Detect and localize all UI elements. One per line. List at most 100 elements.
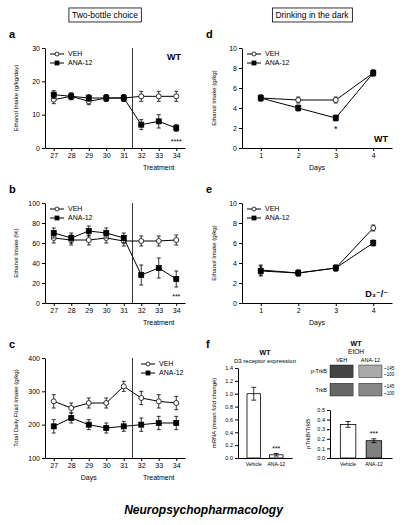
plot-area <box>258 70 376 121</box>
data-point <box>121 96 126 101</box>
tick: 30 <box>103 148 111 159</box>
tick-mark <box>327 420 330 421</box>
error-bar <box>174 125 178 132</box>
error-bar <box>69 403 73 413</box>
tick-mark <box>239 303 242 304</box>
error-bar <box>174 235 178 245</box>
tick: 60 <box>32 240 45 247</box>
legend-marker <box>146 371 150 375</box>
error-bar <box>122 421 126 431</box>
tick: 2 <box>297 148 301 159</box>
tick-mark <box>124 303 125 306</box>
error-bar <box>334 97 338 103</box>
tick: 28 <box>68 148 76 159</box>
tick: 27 <box>50 458 58 469</box>
tick-mark <box>373 303 374 306</box>
data-point <box>86 96 91 101</box>
tick-mark <box>176 458 177 461</box>
data-point <box>258 269 263 274</box>
tick: 0.0 <box>225 455 238 461</box>
tick-label: 32 <box>138 307 146 314</box>
legend-marker <box>252 61 256 65</box>
tick-label: 27 <box>50 462 58 469</box>
tick: 31 <box>120 458 128 469</box>
tick-label: 20 <box>32 280 40 287</box>
data-point <box>86 422 91 427</box>
y-axis-title: Ethanol Intake (%) <box>13 228 19 277</box>
error-bar <box>104 423 108 433</box>
tick: 10 <box>32 111 45 118</box>
tick-mark <box>42 303 45 304</box>
panel: 2728293031323334020406080100Ethanol Inta… <box>9 183 186 326</box>
data-point <box>296 98 301 103</box>
annotation: Treatment <box>143 474 175 481</box>
tick: 29 <box>85 148 93 159</box>
tick: 4 <box>372 148 376 159</box>
tick-mark <box>89 148 90 151</box>
plot-area <box>247 387 283 458</box>
tick: 4 <box>233 105 242 112</box>
tick: 0.5 <box>317 407 330 413</box>
tick-label: 3 <box>334 307 338 314</box>
tick-label: 30 <box>103 307 111 314</box>
error-bar <box>69 93 73 100</box>
tick-label: 1.0 <box>225 391 233 397</box>
tick-mark <box>42 81 45 82</box>
tick: 0.2 <box>225 442 238 448</box>
tick-label: 2 <box>233 280 237 287</box>
axis-y: 0.00.10.20.30.40.5 <box>317 407 330 461</box>
data-point <box>69 94 74 99</box>
error-bar <box>371 225 375 231</box>
tick: Vehicle <box>246 461 262 467</box>
data-point <box>156 239 161 244</box>
axis-line <box>242 204 243 304</box>
error-bar <box>87 95 91 102</box>
tick: 8 <box>233 65 242 72</box>
bar <box>247 394 261 458</box>
data-point <box>139 94 144 99</box>
data-point <box>121 384 126 389</box>
tick: 10 <box>229 200 242 207</box>
tick-label: 100 <box>28 455 40 462</box>
data-point <box>139 239 144 244</box>
panel: 12340246810Ethanol Intake (g/kg)DaysVEHA… <box>206 183 393 327</box>
y-axis-title: mRNA (mean fold change) <box>211 378 217 449</box>
tick-mark <box>42 358 45 359</box>
error-bar <box>87 420 91 430</box>
tick-mark <box>54 458 55 461</box>
tick-mark <box>42 283 45 284</box>
error-bar <box>174 271 178 287</box>
tick: 6 <box>233 240 242 247</box>
legend-marker <box>55 61 59 65</box>
blot-band <box>359 365 382 378</box>
tick-label: 30 <box>103 462 111 469</box>
tick-label: Vehicle <box>340 461 356 467</box>
bar <box>366 441 382 458</box>
tick-mark <box>327 439 330 440</box>
tick-label: 0.2 <box>225 442 233 448</box>
tick-label: 60 <box>32 240 40 247</box>
error-bar <box>251 387 256 400</box>
tick: 2 <box>233 125 242 132</box>
tick-label: 33 <box>155 462 163 469</box>
tick-label: 0.3 <box>317 426 325 432</box>
tick-label: 27 <box>50 152 58 159</box>
y-axis-title: Ethanol Intake (g/kg/day) <box>13 65 19 132</box>
legend-label: ANA-12 <box>159 369 184 376</box>
tick-mark <box>336 148 337 151</box>
data-point <box>258 96 263 101</box>
tick-label: 10 <box>32 111 40 118</box>
legend-marker <box>252 216 256 220</box>
axis-line <box>46 148 186 149</box>
error-bar <box>157 416 161 429</box>
tick: 200 <box>28 421 45 428</box>
axis-y: 020406080100 <box>28 200 45 307</box>
tick: 4 <box>233 260 242 267</box>
tick-label: 0.6 <box>225 417 233 423</box>
error-bar <box>104 95 108 102</box>
tick-label: 1.2 <box>225 378 233 384</box>
annotation: ~100 <box>384 372 395 377</box>
lane-label: ANA-12 <box>361 357 380 363</box>
tick-mark <box>42 223 45 224</box>
tick: 0.0 <box>317 455 330 461</box>
